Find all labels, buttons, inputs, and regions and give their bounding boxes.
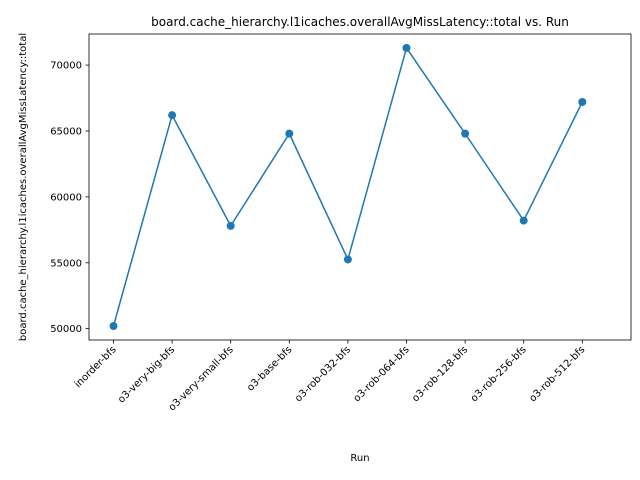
plot-frame [88,33,632,341]
y-tick-label: 65000 [50,126,82,137]
data-point [109,322,118,331]
x-axis-label: Run [350,453,369,464]
data-point [578,98,587,106]
x-tick-label: o3-rob-064-bfs [352,344,412,404]
y-tick-label: 70000 [50,61,82,72]
chart-title: board.cache_hierarchy.l1icaches.overallA… [151,15,569,29]
x-tick-label: o3-rob-512-bfs [527,344,587,404]
y-tick-label: 60000 [50,192,82,203]
x-tick-label: o3-very-small-bfs [167,344,236,413]
y-axis-ticks: 50000 55000 60000 65000 70000 [50,61,89,335]
data-point [343,255,352,264]
y-tick-label: 50000 [50,324,82,335]
x-tick-label: o3-base-bfs [245,344,294,393]
x-tick-label: o3-rob-128-bfs [410,344,470,404]
y-tick-label: 55000 [50,258,82,269]
plot-area [89,34,631,340]
data-point [285,129,294,138]
data-point [168,111,177,120]
x-tick-label: o3-rob-256-bfs [469,344,529,404]
series-line-group [109,43,587,331]
y-axis-label: board.cache_hierarchy.l1icaches.overallA… [18,33,29,341]
data-point [226,221,235,230]
x-tick-label: inorder-bfs [73,344,119,390]
x-tick-label: o3-very-big-bfs [116,344,177,405]
data-point [461,129,470,138]
data-point [402,43,411,52]
x-axis-ticks: inorder-bfso3-very-big-bfso3-very-small-… [73,340,587,413]
x-tick-label: o3-rob-032-bfs [293,344,353,404]
data-point [519,216,528,225]
